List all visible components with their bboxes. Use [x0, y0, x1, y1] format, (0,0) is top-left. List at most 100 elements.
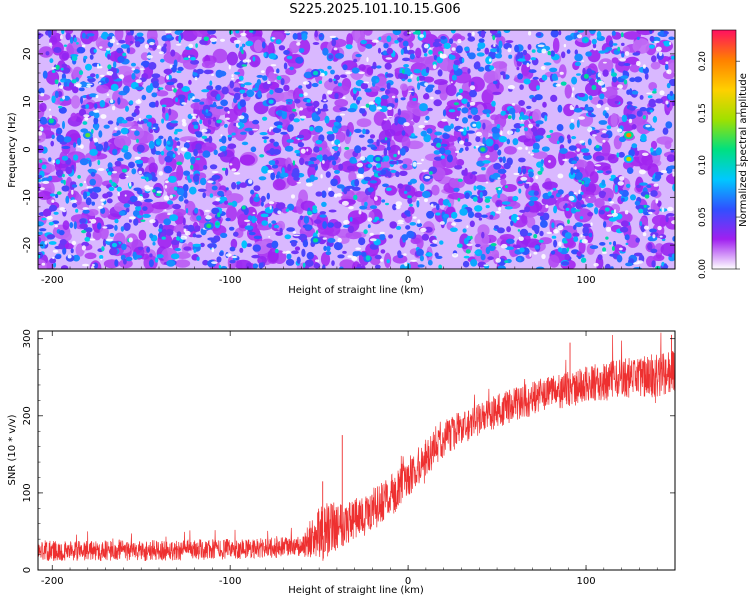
spectrogram-cell	[605, 236, 609, 240]
spectrogram-cell	[648, 211, 653, 215]
spectrogram-cell	[91, 201, 95, 206]
spectrogram-cell	[550, 30, 559, 38]
spectrogram-cell	[657, 200, 662, 207]
spectrogram-cell	[113, 135, 132, 149]
spectrogram-x-ticks: -200 -100 0 100	[41, 30, 676, 286]
spectrogram-cell	[176, 236, 180, 241]
spectrogram-cell	[118, 39, 126, 44]
spectrogram-cell	[663, 263, 668, 269]
spectrogram-cell	[190, 156, 196, 165]
spectrogram-cell	[112, 171, 117, 174]
spectrogram-cell	[594, 207, 599, 215]
spectrogram-cell	[60, 265, 69, 269]
spectrogram-cell	[475, 136, 481, 143]
spectrogram-cell	[146, 54, 153, 59]
spectrogram-cell	[623, 63, 631, 66]
spectrogram-cell	[457, 129, 464, 132]
spectrogram-cell	[523, 78, 531, 85]
spectrogram-cell	[38, 32, 42, 39]
spectrogram-cell	[518, 236, 524, 241]
spectrogram-cell	[531, 149, 540, 153]
spectrogram-cell	[494, 225, 499, 230]
spectrogram-cell	[485, 138, 494, 147]
spectrogram-cell	[121, 168, 128, 173]
spectrogram-cell	[52, 256, 55, 260]
spectrogram-cell	[523, 127, 529, 132]
spectrogram-cell	[140, 219, 146, 222]
spectrogram-cell	[229, 246, 236, 252]
spectrogram-cell	[489, 65, 495, 70]
spectrogram-cell	[639, 107, 647, 112]
spectrogram-cell	[253, 39, 263, 53]
spectrogram-cell	[537, 44, 545, 48]
spectrogram-cell	[604, 49, 609, 53]
spectrogram-cell	[379, 231, 385, 235]
spectrogram-cell	[53, 211, 59, 215]
spectrogram-cell	[253, 185, 261, 192]
spectrogram-cell	[122, 52, 127, 57]
spectrogram-cell	[602, 69, 609, 77]
spectrogram-cell	[144, 43, 149, 49]
spectrogram-cell	[233, 92, 241, 101]
spectrogram-cell	[107, 120, 114, 125]
spectrogram-cell	[183, 142, 190, 150]
spectrogram-cell	[226, 51, 238, 66]
spectrogram-cell	[472, 123, 477, 127]
spectrogram-cell	[252, 244, 261, 252]
spectrogram-cell	[48, 221, 54, 226]
spectrogram-cell	[77, 145, 82, 148]
spectrogram-cell	[116, 157, 124, 162]
spectrogram-cell	[669, 42, 672, 45]
spectrogram-cell	[257, 255, 267, 265]
spectrogram-cell	[93, 109, 100, 113]
spectrogram-cell	[88, 160, 92, 167]
spectrogram-cell	[242, 59, 248, 63]
spectrogram-cell	[50, 140, 54, 147]
spectrogram-cell	[462, 260, 470, 268]
spectrogram-cell	[451, 47, 456, 51]
spectrogram-cell	[327, 90, 333, 95]
spectrogram-cell	[441, 118, 448, 122]
spectrogram-cell	[271, 157, 289, 167]
x-tick-label: 100	[576, 576, 595, 587]
spectrogram-cell	[568, 195, 575, 201]
spectrogram-cell	[106, 47, 111, 51]
spectrogram-cell	[182, 121, 187, 127]
spectrogram-cell	[369, 103, 377, 112]
spectrogram-cell	[426, 210, 435, 219]
spectrogram-cell	[392, 254, 408, 264]
spectrogram-cell	[220, 134, 223, 137]
spectrogram-cell	[252, 263, 259, 269]
spectrogram-cell	[517, 166, 522, 174]
spectrogram-cell	[506, 138, 511, 145]
spectrogram-cell	[366, 57, 369, 63]
spectrogram-cell	[383, 148, 388, 157]
spectrogram-cell	[129, 40, 134, 44]
spectrogram-cell	[123, 258, 127, 265]
spectrogram-cell	[172, 203, 182, 210]
spectrogram-cell	[656, 136, 673, 145]
spectrogram-cell	[660, 30, 664, 36]
spectrogram-cell	[293, 118, 300, 123]
spectrogram-cell	[119, 172, 127, 180]
spectrogram-cell	[315, 140, 323, 145]
spectrogram-cell	[475, 121, 482, 129]
spectrogram-cell	[270, 172, 276, 181]
spectrogram-cell	[478, 38, 485, 43]
spectrogram-cell	[219, 251, 224, 256]
spectrogram-cell	[283, 50, 290, 55]
spectrogram-cell	[118, 210, 126, 216]
snr-series-line	[38, 332, 675, 562]
spectrogram-cell	[541, 48, 547, 54]
spectrogram-cell	[59, 207, 66, 211]
spectrogram-cell	[201, 128, 208, 133]
spectrogram-cell	[629, 64, 640, 73]
spectrogram-cell	[148, 101, 157, 108]
spectrogram-cell	[568, 145, 577, 151]
spectrogram-cell	[665, 61, 669, 64]
spectrogram-cell	[496, 227, 505, 234]
spectrogram-cell	[366, 66, 374, 76]
spectrogram-cell	[619, 136, 626, 143]
spectrogram-cell	[173, 131, 178, 135]
